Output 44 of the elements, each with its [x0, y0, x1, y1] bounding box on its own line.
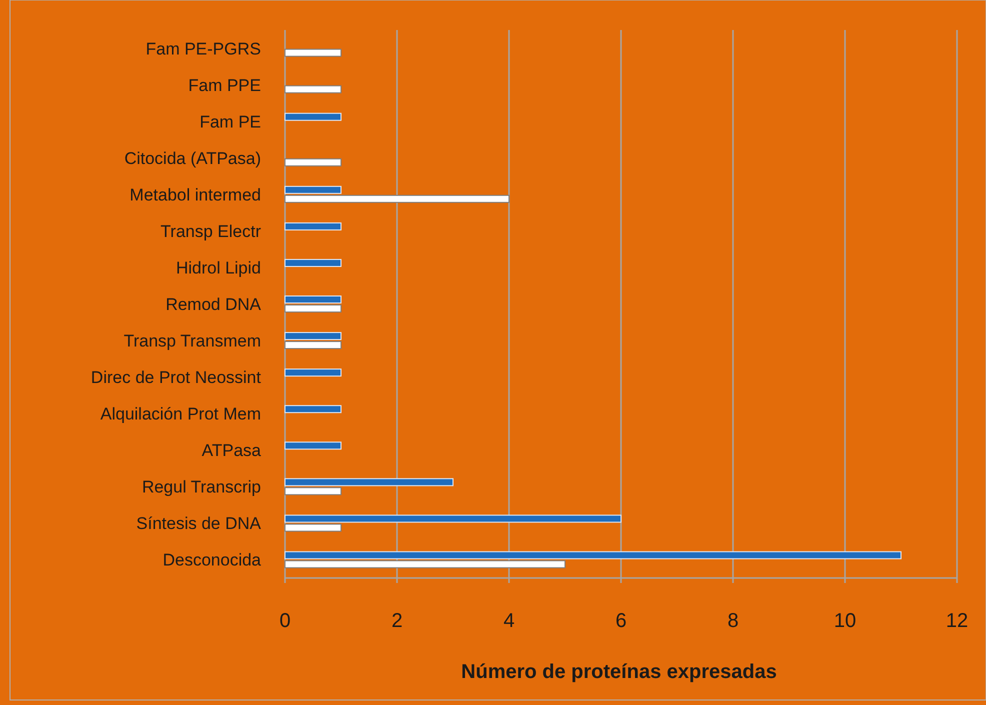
y-tick-label: Fam PE-PGRS [146, 39, 261, 58]
bar [284, 85, 342, 94]
y-tick-label: Desconocida [162, 550, 262, 570]
bar [284, 405, 342, 414]
x-axis-title: Número de proteínas expresadas [461, 661, 777, 683]
bar [284, 186, 342, 194]
bar [284, 296, 342, 304]
y-tick-label: Transp Transmem [124, 332, 261, 351]
bar [284, 194, 510, 203]
bar [284, 551, 902, 560]
x-tick-label: 8 [727, 610, 739, 632]
y-tick-label: Hidrol Lipid [176, 258, 261, 278]
y-tick-label: Metabol intermed [130, 185, 261, 204]
y-tick-label: Fam PPE [188, 76, 261, 95]
bar [284, 524, 342, 532]
x-tick-label: 4 [503, 610, 515, 632]
y-tick-label: Direc de Prot Neossint [90, 368, 262, 388]
x-tick-label: 10 [834, 610, 856, 632]
bar [284, 560, 566, 568]
bar [284, 487, 342, 496]
bar [284, 514, 622, 523]
y-tick-label: Síntesis de DNA [136, 514, 262, 534]
bar [284, 332, 342, 340]
y-tick-label: Transp Electr [160, 222, 262, 241]
y-tick-label: Regul Transcrip [142, 478, 261, 497]
bar [284, 341, 342, 350]
x-tick-label: 0 [279, 610, 291, 632]
bar [284, 222, 342, 230]
y-tick-label: Citocida (ATPasa) [124, 148, 261, 168]
bar [284, 478, 454, 486]
y-tick-label: Fam PE [200, 112, 261, 132]
x-tick-label: 6 [615, 610, 627, 632]
x-tick-label: 12 [946, 610, 968, 632]
bar [284, 158, 342, 166]
x-tick-label: 2 [391, 610, 403, 632]
y-tick-label: Remod DNA [166, 295, 262, 314]
bar [284, 442, 342, 450]
bar [284, 112, 342, 121]
bar [284, 368, 342, 377]
y-tick-label: ATPasa [202, 441, 262, 460]
y-tick-label: Alquilación Prot Mem [100, 404, 261, 424]
bar [284, 304, 342, 312]
bar [284, 258, 342, 267]
bar [284, 48, 342, 57]
